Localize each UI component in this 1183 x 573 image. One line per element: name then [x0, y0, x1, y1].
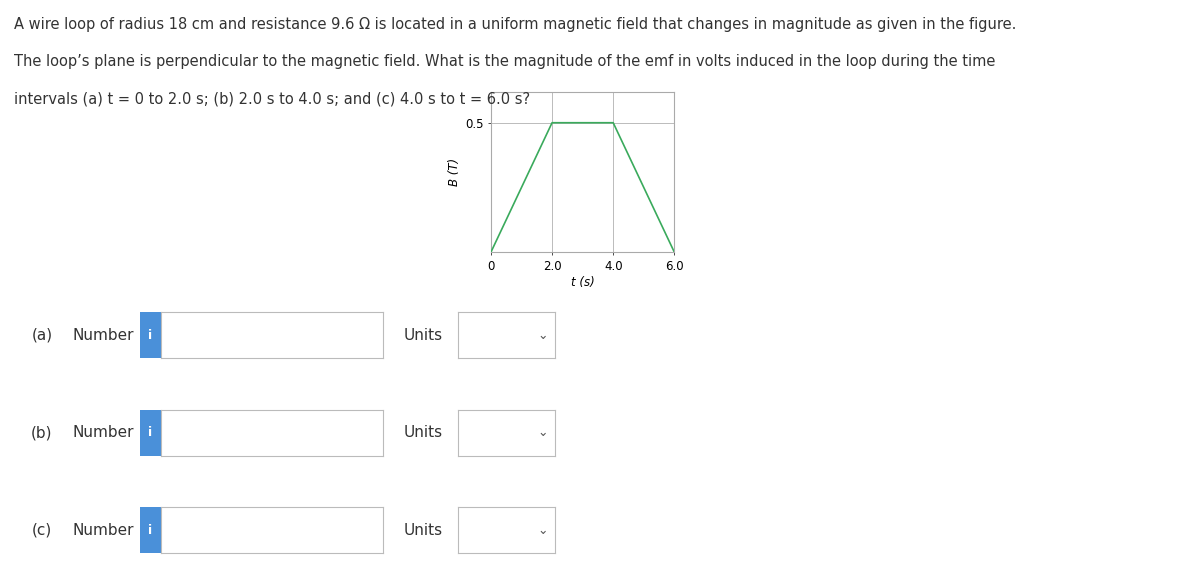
Text: i: i	[148, 426, 153, 439]
Text: Number: Number	[73, 523, 134, 537]
Text: Number: Number	[73, 328, 134, 343]
Text: ⌄: ⌄	[538, 524, 549, 536]
Text: Number: Number	[73, 425, 134, 440]
Text: Units: Units	[403, 425, 442, 440]
X-axis label: t (s): t (s)	[570, 276, 595, 289]
Text: ⌄: ⌄	[538, 329, 549, 342]
Text: (a): (a)	[32, 328, 52, 343]
Text: Units: Units	[403, 523, 442, 537]
Text: (b): (b)	[31, 425, 53, 440]
Text: i: i	[148, 329, 153, 342]
Text: ⌄: ⌄	[538, 426, 549, 439]
Text: The loop’s plane is perpendicular to the magnetic field. What is the magnitude o: The loop’s plane is perpendicular to the…	[14, 54, 996, 69]
Text: intervals (a) t = 0 to 2.0 s; (b) 2.0 s to 4.0 s; and (c) 4.0 s to t = 6.0 s?: intervals (a) t = 0 to 2.0 s; (b) 2.0 s …	[14, 92, 530, 107]
Y-axis label: B (T): B (T)	[447, 158, 460, 186]
Text: A wire loop of radius 18 cm and resistance 9.6 Ω is located in a uniform magneti: A wire loop of radius 18 cm and resistan…	[14, 17, 1016, 32]
Text: (c): (c)	[32, 523, 52, 537]
Text: Units: Units	[403, 328, 442, 343]
Text: i: i	[148, 524, 153, 536]
